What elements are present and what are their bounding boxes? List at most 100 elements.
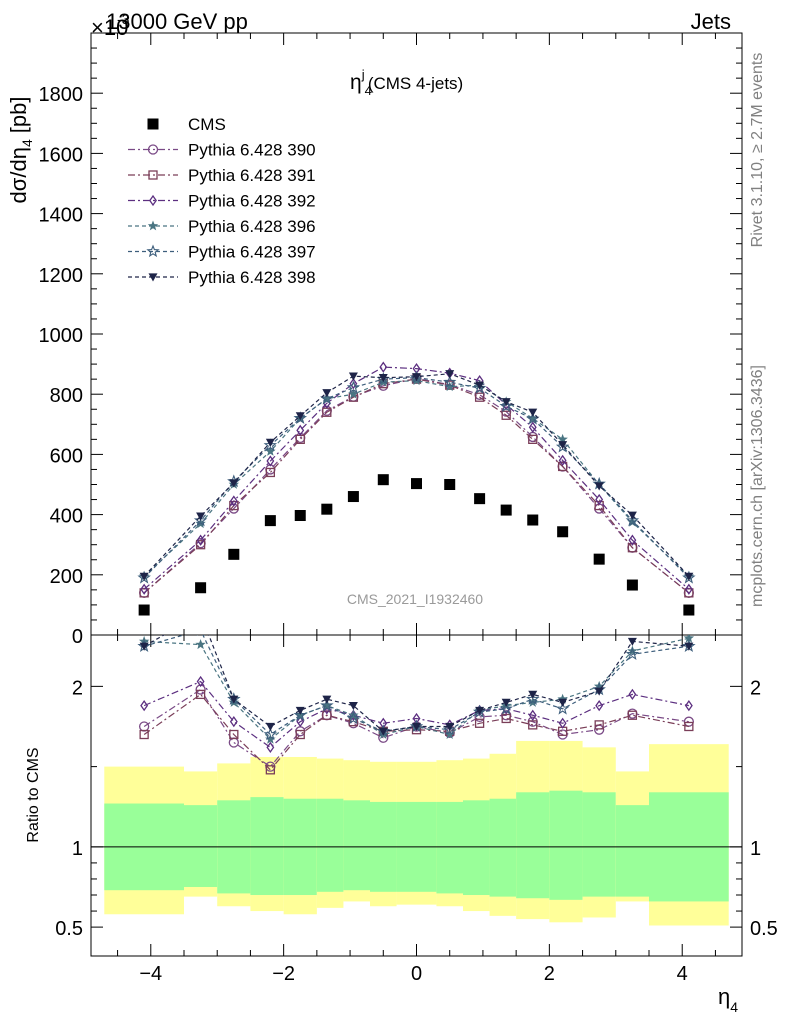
header-exponent: ×10	[91, 15, 128, 40]
x-tick-label: 2	[544, 963, 555, 985]
ratio-data-point	[265, 722, 275, 731]
plot-title-rest: (CMS 4-jets)	[368, 74, 463, 93]
ratio-data-point	[196, 611, 205, 619]
ratio-data-point	[628, 688, 637, 701]
x-tick-label: −2	[272, 963, 295, 985]
main-data-point	[444, 381, 455, 392]
main-data-point	[139, 572, 149, 581]
plot-title-main: η	[350, 71, 362, 94]
main-series-line	[143, 377, 690, 579]
main-data-point	[684, 583, 693, 595]
uncertainty-band-inner	[250, 797, 284, 896]
main-data-point	[377, 474, 389, 486]
main-y-axis-label-sub: 4	[19, 139, 35, 147]
main-data-point	[379, 361, 388, 373]
legend: CMS Pythia 6.428 390 Pythia 6.428 391 Pythi…	[128, 115, 316, 287]
ratio-data-point	[228, 737, 239, 748]
ratio-data-point	[229, 729, 239, 740]
ratio-data-point	[266, 741, 275, 753]
ratio-data-point	[444, 729, 455, 739]
main-data-point	[264, 515, 276, 527]
uncertainty-band-inner	[343, 800, 370, 891]
main-data-point	[474, 493, 486, 505]
x-axis-label: η4	[718, 984, 738, 1015]
ratio-data-point	[443, 722, 457, 736]
header-process: Jets	[691, 9, 731, 34]
legend-marker	[149, 194, 157, 207]
main-data-point	[557, 461, 568, 472]
main-series-line	[143, 366, 690, 590]
main-data-point	[196, 534, 205, 546]
main-data-point	[595, 493, 604, 506]
main-data-point	[228, 548, 240, 560]
main-data-point	[348, 372, 358, 381]
x-axis-label-main: η	[718, 984, 730, 1009]
main-data-point	[411, 478, 422, 490]
main-data-point	[501, 410, 511, 420]
ratio-y-tick-label: 1	[72, 838, 83, 860]
main-data-point	[558, 441, 568, 450]
main-data-point	[593, 553, 605, 565]
ratio-data-point	[140, 699, 149, 712]
mcplots-reference-label: mcplots.cern.ch [arXiv:1306.3436]	[749, 365, 766, 607]
ratio-y-tick-label-right: 0.5	[750, 918, 778, 940]
ratio-data-point	[558, 717, 567, 729]
main-data-point	[193, 513, 208, 527]
ratio-data-point	[595, 699, 604, 712]
ratio-data-point	[322, 695, 332, 704]
main-y-tick-label: 1000	[39, 325, 84, 347]
main-y-axis-label-main: dσ/dη	[6, 147, 31, 203]
main-data-point	[475, 381, 485, 390]
main-data-point	[265, 438, 275, 447]
ratio-data-point	[321, 700, 333, 711]
analysis-watermark: CMS_2021_I1932460	[347, 591, 483, 607]
ratio-series-line	[143, 693, 689, 771]
main-data-point	[229, 479, 239, 488]
ratio-data-point	[196, 635, 205, 636]
main-y-tick-label: 0	[72, 626, 83, 648]
plot-title-sup: j	[361, 67, 365, 82]
x-tick-label: −4	[139, 963, 162, 985]
legend-marker	[147, 118, 159, 130]
main-data-point	[349, 378, 358, 390]
main-series-line	[143, 380, 690, 577]
main-data-point	[140, 583, 149, 595]
main-data-point	[138, 604, 150, 616]
ratio-data-point	[684, 699, 693, 712]
main-data-point	[321, 503, 333, 515]
ratio-series-line	[143, 680, 689, 749]
main-data-point	[625, 513, 640, 527]
uncertainty-band-inner	[184, 805, 218, 887]
main-y-tick-label: 800	[50, 385, 83, 407]
main-data-point	[684, 572, 694, 581]
ratio-data-point	[296, 716, 305, 728]
main-data-point	[626, 579, 638, 591]
ratio-data-point	[594, 687, 604, 696]
ratio-y-axis-label: Ratio to CMS	[25, 747, 42, 842]
main-data-point	[293, 411, 308, 424]
ratio-data-point	[348, 709, 359, 720]
ratio-data-point	[265, 765, 276, 775]
ratio-data-point	[683, 635, 695, 643]
legend-marker	[147, 220, 159, 231]
main-data-point	[322, 389, 332, 398]
main-y-axis-label-unit: [pb]	[6, 97, 31, 134]
legend-label: Pythia 6.428 398	[188, 268, 316, 287]
header-exponent-power: -3	[117, 11, 130, 27]
ratio-data-point	[139, 729, 149, 740]
ratio-data-point	[195, 639, 206, 650]
main-y-tick-label: 1400	[39, 205, 84, 227]
ratio-data-point	[412, 722, 421, 731]
main-data-point	[412, 373, 421, 382]
ratio-data-point	[627, 637, 637, 646]
main-data-point	[229, 495, 238, 507]
ratio-data-point	[139, 642, 149, 651]
ratio-data-point	[528, 709, 537, 721]
ratio-data-point	[322, 710, 332, 720]
legend-label: Pythia 6.428 396	[188, 217, 316, 236]
ratio-data-point	[499, 701, 513, 715]
main-data-point	[557, 526, 569, 538]
main-data-point	[265, 467, 276, 478]
ratio-data-point	[263, 727, 278, 741]
main-y-tick-label: 600	[50, 445, 83, 467]
